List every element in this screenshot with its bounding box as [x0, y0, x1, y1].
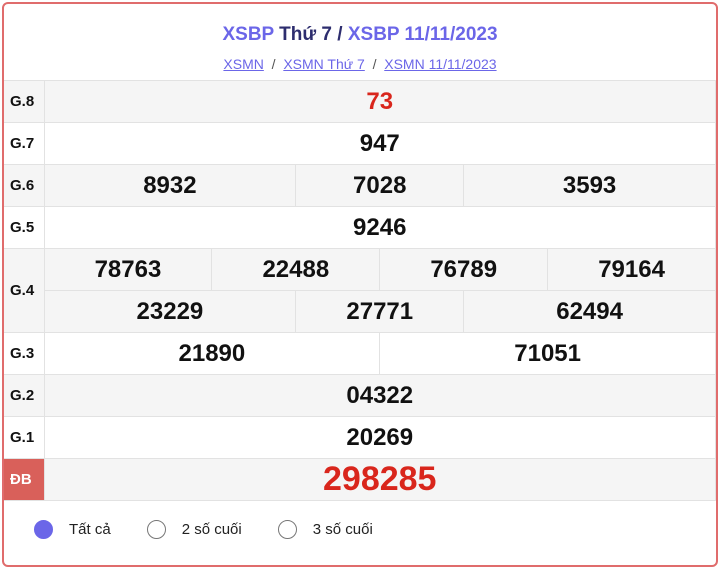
row-g4b: 23229 27771 62494	[4, 290, 716, 333]
breadcrumb-sep: /	[372, 56, 377, 72]
row-g1: G.1 20269	[4, 416, 716, 459]
filter-all[interactable]: Tất cả	[34, 520, 111, 539]
filter-label: 3 số cuối	[312, 521, 373, 538]
prize-number: 78763	[43, 248, 213, 291]
prize-number: 3593	[463, 164, 716, 207]
prize-label: G.5	[4, 206, 45, 249]
filter-last-3[interactable]: 3 số cuối	[277, 520, 373, 539]
row-g6: G.6 8932 7028 3593	[4, 164, 716, 207]
prize-label: G.1	[4, 416, 45, 459]
row-db: ĐB 298285	[4, 458, 716, 501]
prize-number: 22488	[211, 248, 381, 291]
breadcrumb-sep: /	[271, 56, 276, 72]
radio-selected-icon[interactable]	[34, 520, 53, 539]
prize-label-special: ĐB	[4, 458, 45, 501]
prize-number: 7028	[295, 164, 465, 207]
prize-number: 73	[43, 80, 716, 123]
prize-number: 62494	[463, 290, 716, 333]
breadcrumb-xsmn-weekday[interactable]: XSMN Thứ 7	[283, 56, 365, 72]
row-g2: G.2 04322	[4, 374, 716, 417]
prize-label: G.7	[4, 122, 45, 165]
prize-number: 04322	[43, 374, 716, 417]
prize-number: 21890	[43, 332, 381, 375]
prize-label: G.4	[4, 248, 45, 333]
title-link-xsbp[interactable]: XSBP	[222, 24, 274, 45]
breadcrumb-xsmn[interactable]: XSMN	[223, 56, 264, 72]
prize-number: 27771	[295, 290, 465, 333]
prize-number: 79164	[547, 248, 716, 291]
row-g7: G.7 947	[4, 122, 716, 165]
prize-number: 8932	[43, 164, 297, 207]
results-table: G.8 73 G.7 947 G.6 8932 7028 3593 G.5 9246 G.4…	[4, 80, 716, 501]
radio-icon[interactable]	[146, 520, 166, 539]
prize-number: 9246	[43, 206, 716, 249]
prize-number: 23229	[43, 290, 297, 333]
title-date: XSBP 11/11/2023	[347, 24, 498, 45]
prize-number: 20269	[43, 416, 716, 459]
title-weekday: Thứ 7	[279, 24, 332, 45]
row-g4: G.4 78763 22488 76789 79164	[4, 248, 716, 333]
radio-icon[interactable]	[277, 520, 297, 539]
filter-last-2[interactable]: 2 số cuối	[146, 520, 242, 539]
prize-number: 76789	[379, 248, 549, 291]
special-prize-number: 298285	[43, 458, 716, 501]
prize-number: 71051	[379, 332, 716, 375]
title-separator: /	[337, 24, 343, 45]
row-g8: G.8 73	[4, 80, 716, 123]
prize-label: G.8	[4, 80, 45, 123]
prize-label: G.6	[4, 164, 45, 207]
filter-label: Tất cả	[69, 521, 111, 538]
prize-label: G.3	[4, 332, 45, 375]
row-g5: G.5 9246	[4, 206, 716, 249]
page-title: XSBP Thứ 7 / XSBP 11/11/2023	[4, 24, 716, 46]
breadcrumb: XSMN / XSMN Thứ 7 / XSMN 11/11/2023	[4, 56, 716, 72]
breadcrumb-xsmn-date[interactable]: XSMN 11/11/2023	[384, 56, 497, 72]
digit-filter: Tất cả 2 số cuối 3 số cuối	[34, 520, 409, 539]
filter-label: 2 số cuối	[181, 521, 242, 538]
row-g3: G.3 21890 71051	[4, 332, 716, 375]
prize-number: 947	[43, 122, 716, 165]
prize-label: G.2	[4, 374, 45, 417]
